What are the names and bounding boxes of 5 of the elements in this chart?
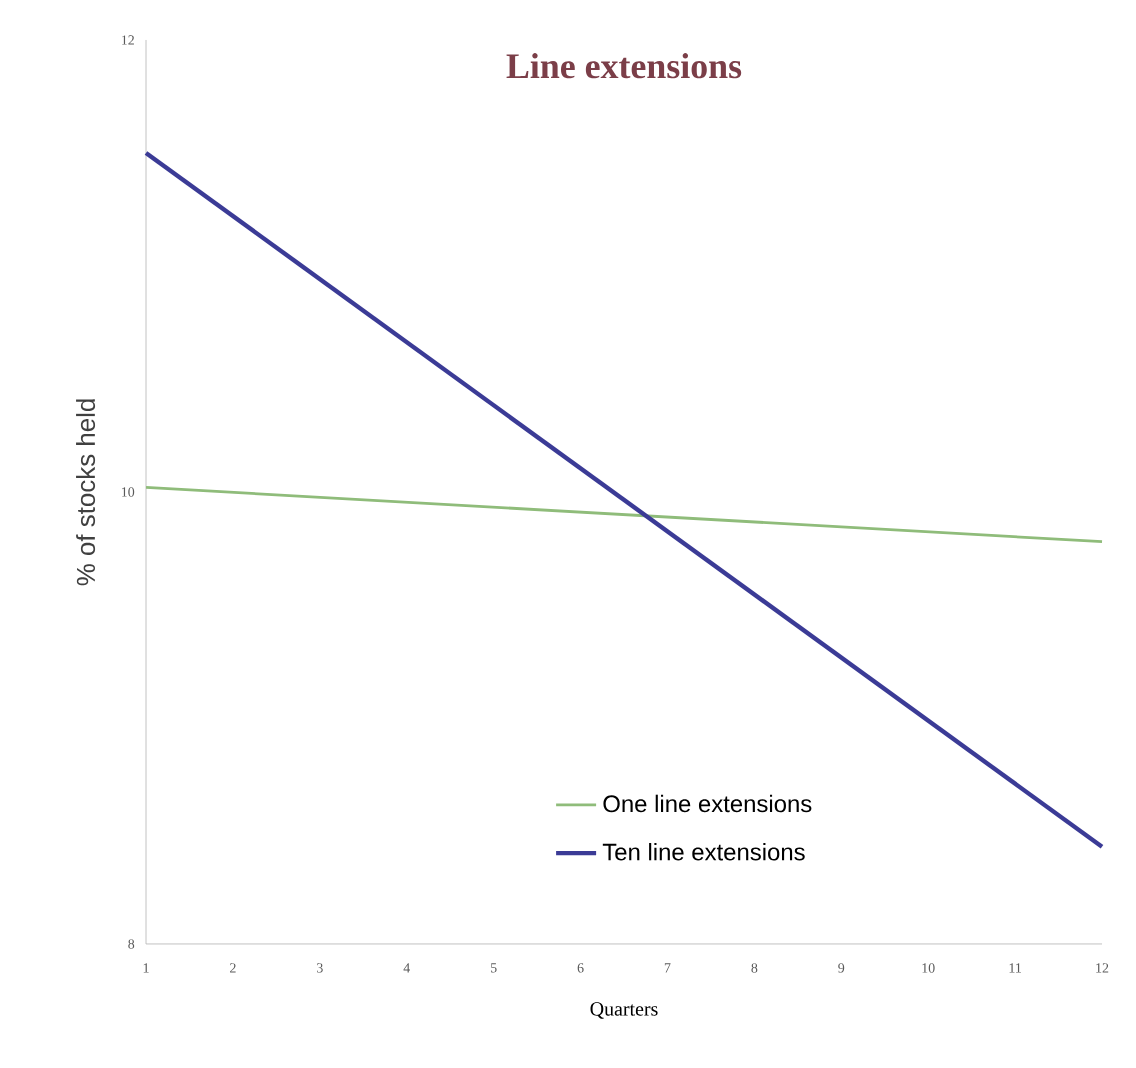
y-axis-title: % of stocks held bbox=[76, 399, 96, 586]
x-axis-title: Quarters bbox=[590, 1002, 658, 1019]
legend-label: One line extensions bbox=[603, 794, 812, 813]
legend-label: Ten line extensions bbox=[602, 842, 805, 861]
chart-title: Line extensions bbox=[506, 53, 742, 79]
